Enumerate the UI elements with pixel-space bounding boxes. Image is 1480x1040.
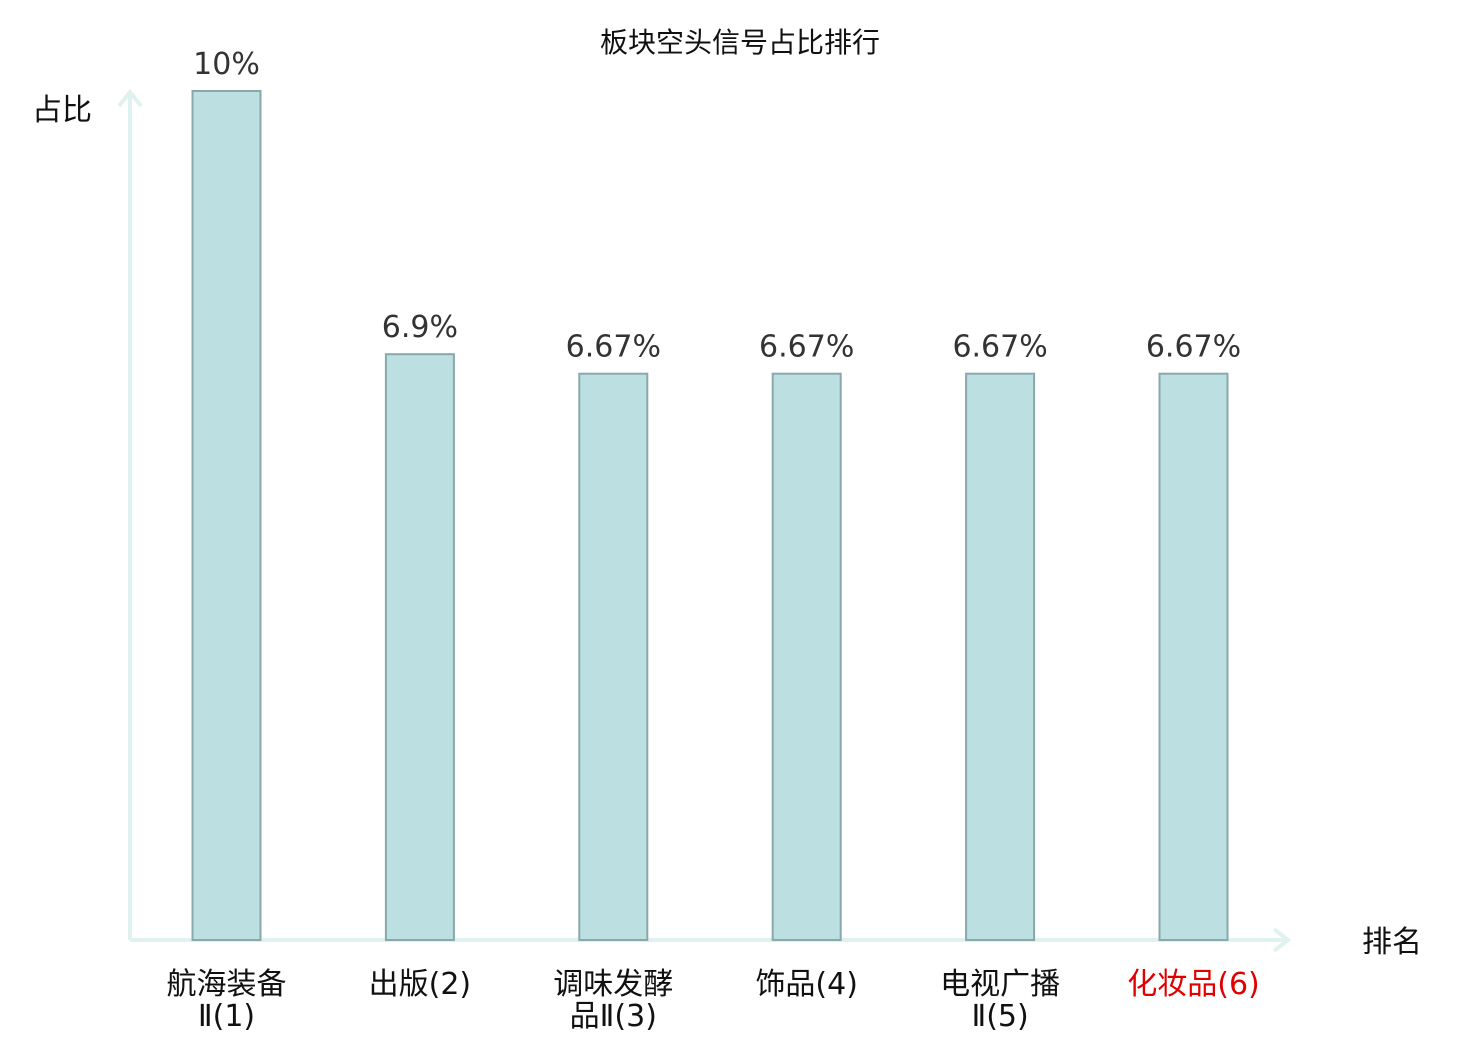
bar-value-label: 6.67% (566, 330, 661, 365)
x-axis-arrow-icon (1272, 927, 1292, 953)
x-axis-label: 排名 (1362, 925, 1422, 960)
bar (191, 90, 262, 941)
bar-value-label: 6.67% (1146, 330, 1241, 365)
category-tick-label: 饰品(4) (755, 967, 858, 1002)
bar-value-label: 10% (193, 47, 260, 82)
bar-value-label: 6.67% (759, 330, 854, 365)
y-axis-arrow-icon (117, 88, 143, 108)
category-tick-label: 电视广播 Ⅱ(5) (940, 967, 1060, 1034)
bar-value-label: 6.9% (382, 310, 458, 345)
category-tick-label: 化妆品(6) (1127, 967, 1260, 1002)
category-tick-label: 出版(2) (369, 967, 472, 1002)
bar-value-label: 6.67% (952, 330, 1047, 365)
value-labels: 10% 6.9% 6.67% 6.67% 6.67% 6.67% (193, 47, 1241, 365)
bar-series (191, 90, 1229, 941)
category-labels: 航海装备 Ⅱ(1) 出版(2) 调味发酵品Ⅱ(3) 饰品(4) 电视广播 Ⅱ(5) 化妆品(6… (167, 967, 1260, 1034)
y-axis-label: 占比 (32, 93, 92, 128)
bar (965, 372, 1036, 941)
bar (771, 372, 842, 941)
category-tick-label: 调味发酵品Ⅱ(3) (553, 967, 673, 1034)
bar (578, 372, 649, 941)
bar (1158, 372, 1229, 941)
chart-title: 板块空头信号占比排行 (600, 26, 880, 59)
bar (384, 353, 455, 941)
category-tick-label: 航海装备 Ⅱ(1) (167, 967, 287, 1034)
